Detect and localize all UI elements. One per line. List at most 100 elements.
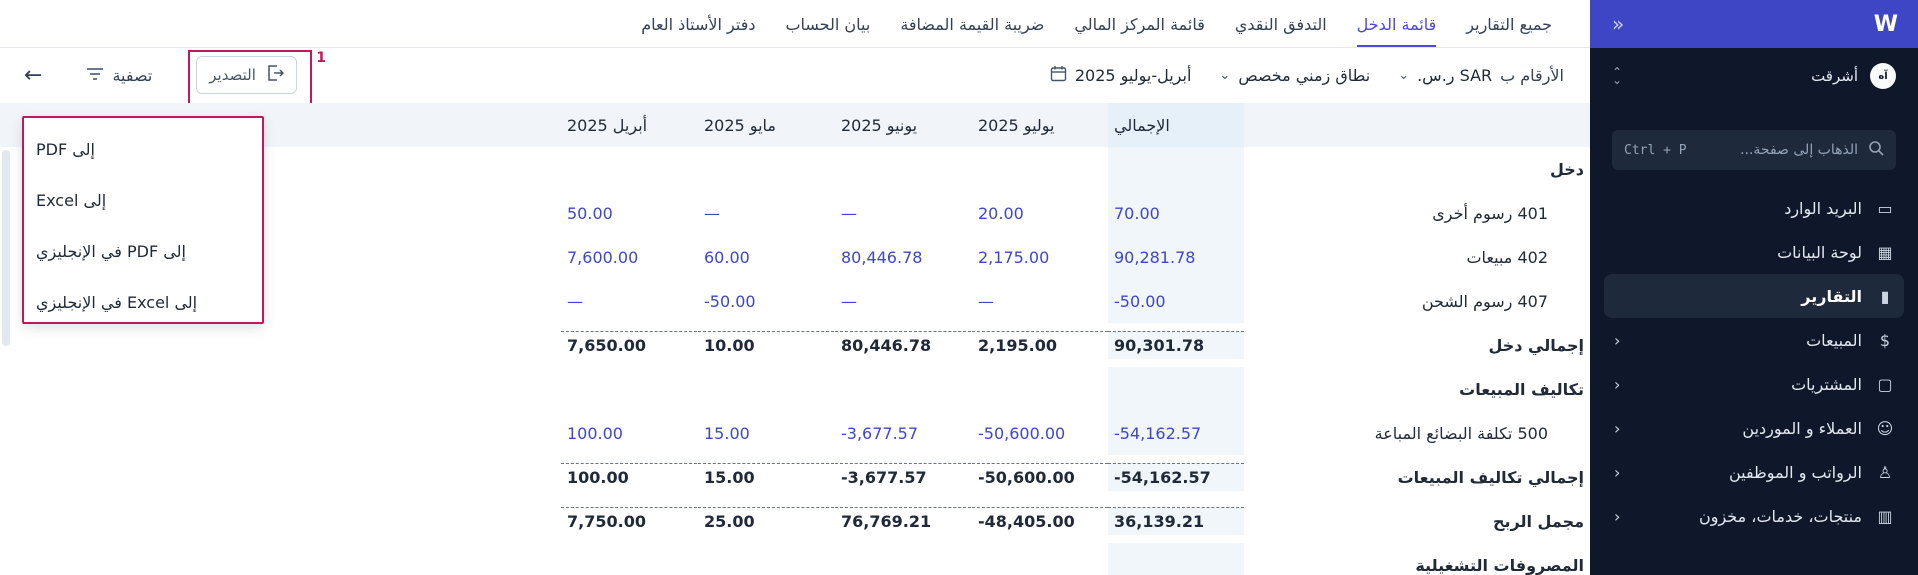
sidebar-item-label: البريد الوارد [1784, 198, 1862, 218]
date-range-picker[interactable]: أبريل-يوليو 2025 [1050, 65, 1192, 86]
export-menu-item-1[interactable]: إلى Excel [24, 175, 262, 226]
tab-6[interactable]: دفتر الأستاذ العام [641, 15, 756, 34]
amount-link[interactable]: — [978, 291, 994, 311]
sidebar: W « آه أشرقت ⌃ ⌄ الذهاب إلى صفحة... Ctrl … [1590, 0, 1918, 575]
range-type-value: نطاق زمني مخصص [1238, 65, 1371, 85]
amount-link[interactable]: — [841, 291, 857, 311]
amount-link[interactable]: 50.00 [567, 203, 613, 223]
chevron-down-icon: ⌄ [1398, 67, 1410, 83]
chevron-left-icon: ‹ [1614, 462, 1621, 482]
sidebar-header: W « [1590, 0, 1918, 48]
inbox-icon: ▭ [1877, 198, 1893, 218]
tab-1[interactable]: قائمة الدخل [1356, 15, 1437, 47]
amount-cell: 90,301.78 [1108, 331, 1244, 359]
search-bar[interactable]: الذهاب إلى صفحة... Ctrl + P [1612, 130, 1896, 170]
filter-icon [86, 66, 104, 85]
sidebar-item-4[interactable]: ▢ المشتريات ‹ [1604, 362, 1904, 406]
menu-item-label: إلى PDF في الإنجليزي [36, 242, 186, 261]
amount-cell: 76,769.21 [835, 507, 971, 535]
amount-link[interactable]: -50,600.00 [978, 423, 1066, 443]
report-tabs: جميع التقارير قائمة الدخل التدفق النقدي قائ… [0, 0, 1590, 48]
amount-link[interactable]: -50.00 [1108, 279, 1244, 323]
table-row: 401 رسوم أخرى 70.00 20.00 — — 50.00 [0, 191, 1590, 235]
amount-link[interactable]: — [567, 291, 583, 311]
amount-link[interactable]: 90,281.78 [1108, 235, 1244, 279]
amount-cell: -3,677.57 [835, 463, 971, 491]
bag-icon: ▢ [1877, 374, 1893, 394]
chevron-down-icon: ⌄ [1219, 67, 1231, 83]
numbers-label: الأرقام ب [1500, 65, 1564, 85]
sidebar-item-5[interactable]: ☺ العملاء و الموردين ‹ [1604, 406, 1904, 450]
amount-link[interactable]: — [841, 203, 857, 223]
sidebar-item-7[interactable]: ▥ منتجات، خدمات، مخزون ‹ [1604, 494, 1904, 538]
tab-2[interactable]: التدفق النقدي [1234, 15, 1327, 34]
back-arrow-icon[interactable]: ← [24, 62, 43, 88]
report-toolbar: الأرقام ب SAR ر.س. ⌄ نطاق زمني مخصص ⌄ أب… [0, 48, 1590, 112]
sidebar-item-2[interactable]: ▮ التقارير [1604, 274, 1904, 318]
amount-link[interactable]: 2,175.00 [978, 247, 1050, 267]
export-button[interactable]: التصدير [196, 56, 297, 94]
numbers-currency-select[interactable]: الأرقام ب SAR ر.س. ⌄ [1398, 66, 1564, 85]
account-link[interactable]: 402 مبيعات [1466, 247, 1548, 267]
amount-link[interactable]: -3,677.57 [841, 423, 919, 443]
column-header: مايو 2025 [704, 115, 776, 135]
amount-cell: -50,600.00 [972, 463, 1108, 491]
column-header: أبريل 2025 [567, 115, 648, 135]
export-menu-item-2[interactable]: إلى PDF في الإنجليزي [24, 226, 262, 277]
sidebar-item-3[interactable]: $ المبيعات ‹ [1604, 318, 1904, 362]
total-column-bg [1108, 147, 1244, 191]
row-label: إجمالي تكاليف المبيعات [1397, 467, 1584, 487]
amount-cell: 15.00 [698, 463, 834, 491]
chart-icon: ▮ [1880, 286, 1890, 306]
amount-link[interactable]: -54,162.57 [1108, 411, 1244, 455]
filter-button[interactable]: تصفية [86, 66, 152, 85]
amount-link[interactable]: 7,600.00 [567, 247, 639, 267]
date-range-value: أبريل-يوليو 2025 [1074, 65, 1192, 85]
row-label: تكاليف المبيعات [1459, 379, 1584, 399]
sidebar-item-6[interactable]: ♙ الرواتب و الموظفين ‹ [1604, 450, 1904, 494]
table-row: 402 مبيعات 90,281.78 2,175.00 80,446.78 60.0… [0, 235, 1590, 279]
amount-link[interactable]: 100.00 [567, 423, 623, 443]
filter-label: تصفية [112, 65, 153, 85]
table-row: إجمالي دخل 90,301.78 2,195.00 80,446.78 10.0… [0, 323, 1590, 367]
total-column-bg [1108, 367, 1244, 411]
table-row: تكاليف المبيعات [0, 367, 1590, 411]
collapse-sidebar-icon[interactable]: « [1612, 12, 1625, 36]
table-row: مجمل الربح 36,139.21 -48,405.00 76,769.21 25… [0, 499, 1590, 543]
account-link[interactable]: 500 تكلفة البضائع المباعة [1374, 423, 1548, 443]
amount-cell: 10.00 [698, 331, 834, 359]
amount-cell: 80,446.78 [835, 331, 971, 359]
amount-cell: 7,650.00 [561, 331, 697, 359]
amount-link[interactable]: 60.00 [704, 247, 750, 267]
chevron-left-icon: ‹ [1614, 418, 1621, 438]
amount-link[interactable]: 15.00 [704, 423, 750, 443]
tab-0[interactable]: جميع التقارير [1466, 15, 1552, 34]
search-placeholder[interactable]: الذهاب إلى صفحة... [1740, 142, 1858, 158]
account-link[interactable]: 401 رسوم أخرى [1432, 203, 1548, 223]
org-switcher[interactable]: آه أشرقت ⌃ ⌄ [1590, 48, 1918, 104]
sidebar-item-0[interactable]: ▭ البريد الوارد [1604, 186, 1904, 230]
tab-5[interactable]: بيان الحساب [785, 15, 871, 34]
tab-3[interactable]: قائمة المركز المالي [1074, 15, 1205, 34]
export-menu-item-0[interactable]: إلى PDF [24, 124, 262, 175]
app-logo: W [1873, 11, 1898, 37]
column-header: الإجمالي [1108, 103, 1244, 147]
menu-item-label: إلى Excel [36, 191, 107, 210]
sidebar-item-label: التقارير [1801, 286, 1862, 306]
scrollbar[interactable] [2, 150, 10, 346]
main-content: جميع التقارير قائمة الدخل التدفق النقدي قائ… [0, 0, 1590, 575]
tab-4[interactable]: ضريبة القيمة المضافة [900, 15, 1045, 34]
column-header: يوليو 2025 [978, 115, 1055, 135]
amount-link[interactable]: 20.00 [978, 203, 1024, 223]
dashboard-icon: ▦ [1877, 242, 1893, 262]
amount-link[interactable]: -50.00 [704, 291, 756, 311]
amount-link[interactable]: 80,446.78 [841, 247, 923, 267]
range-type-select[interactable]: نطاق زمني مخصص ⌄ [1219, 66, 1370, 85]
amount-link[interactable]: — [704, 203, 720, 223]
amount-cell: -54,162.57 [1108, 463, 1244, 491]
org-avatar: آه [1870, 63, 1896, 89]
amount-link[interactable]: 70.00 [1108, 191, 1244, 235]
export-menu-item-3[interactable]: إلى Excel في الإنجليزي [24, 277, 262, 328]
account-link[interactable]: 407 رسوم الشحن [1421, 291, 1548, 311]
sidebar-item-1[interactable]: ▦ لوحة البيانات [1604, 230, 1904, 274]
